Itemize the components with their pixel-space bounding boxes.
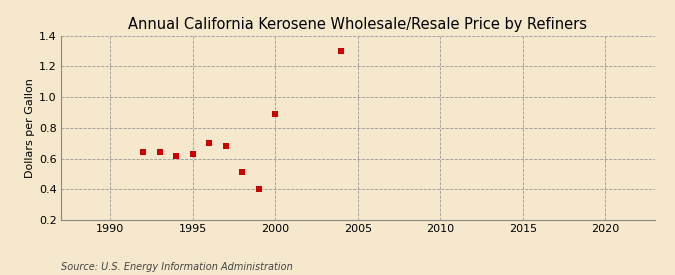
Text: Source: U.S. Energy Information Administration: Source: U.S. Energy Information Administ… — [61, 262, 292, 272]
Y-axis label: Dollars per Gallon: Dollars per Gallon — [25, 78, 34, 178]
Title: Annual California Kerosene Wholesale/Resale Price by Refiners: Annual California Kerosene Wholesale/Res… — [128, 17, 587, 32]
